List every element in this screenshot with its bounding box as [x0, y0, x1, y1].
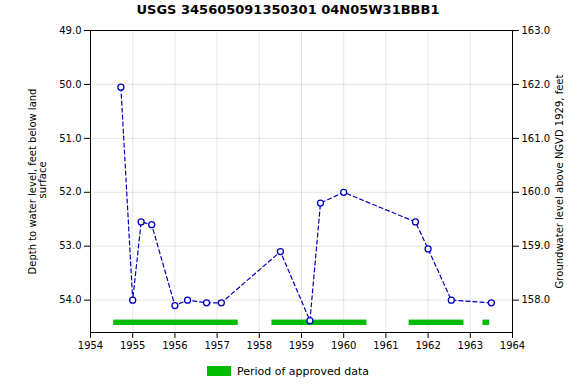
svg-text:1957: 1957: [204, 340, 229, 351]
svg-text:1959: 1959: [289, 340, 314, 351]
svg-text:1958: 1958: [247, 340, 272, 351]
svg-text:1954: 1954: [78, 340, 103, 351]
html-text:Period of approved data: Period of approved data: [236, 364, 370, 378]
svg-text:49.0: 49.0: [59, 25, 81, 36]
svg-text:1964: 1964: [500, 340, 525, 351]
svg-text:1956: 1956: [162, 340, 187, 351]
svg-text:160.0: 160.0: [522, 186, 551, 197]
svg-text:1955: 1955: [120, 340, 145, 351]
svg-text:163.0: 163.0: [522, 25, 551, 36]
svg-text:50.0: 50.0: [59, 79, 81, 90]
svg-text:159.0: 159.0: [522, 240, 551, 251]
svg-text:161.0: 161.0: [522, 133, 551, 144]
svg-text:52.0: 52.0: [59, 186, 81, 197]
html-text:USGS 345605091350301 04N05W31B: USGS 345605091350301 04N05W31BBB1: [136, 2, 440, 17]
svg-text:158.0: 158.0: [522, 294, 551, 305]
svg-text:1962: 1962: [415, 340, 440, 351]
svg-text:1961: 1961: [373, 340, 398, 351]
svg-text:1963: 1963: [458, 340, 483, 351]
svg-text:Depth to water level, feet bel: Depth to water level, feet below land su…: [27, 89, 48, 275]
svg-text:51.0: 51.0: [59, 133, 81, 144]
svg-text:Groundwater level above NGVD 1: Groundwater level above NGVD 1929, feet: [554, 75, 565, 289]
svg-text:1960: 1960: [331, 340, 356, 351]
svg-text:54.0: 54.0: [59, 294, 81, 305]
svg-text:53.0: 53.0: [59, 240, 81, 251]
svg-text:162.0: 162.0: [522, 79, 551, 90]
